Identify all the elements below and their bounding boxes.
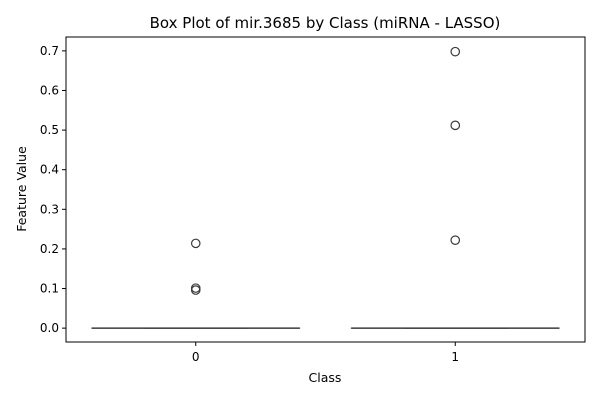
y-tick-label: 0.6 bbox=[40, 83, 59, 97]
box-group-class-0 bbox=[91, 238, 301, 329]
x-tick-label: 1 bbox=[451, 350, 459, 364]
y-tick-label: 0.5 bbox=[40, 123, 59, 137]
y-tick-label: 0.2 bbox=[40, 242, 59, 256]
y-tick-label: 0.4 bbox=[40, 163, 59, 177]
y-tick-label: 0.7 bbox=[40, 44, 59, 58]
y-axis-label: Feature Value bbox=[14, 146, 29, 232]
outlier-point bbox=[450, 120, 461, 131]
plot-area bbox=[65, 36, 586, 343]
x-tick-label: 0 bbox=[192, 350, 200, 364]
outlier-point bbox=[190, 283, 201, 293]
box-series bbox=[91, 46, 560, 329]
y-axis: 0.0 0.1 0.2 0.3 0.4 0.5 0.6 0.7 bbox=[40, 44, 66, 335]
chart-title: Box Plot of mir.3685 by Class (miRNA - L… bbox=[150, 14, 501, 32]
outlier-point bbox=[190, 238, 201, 249]
y-tick-label: 0.0 bbox=[40, 321, 59, 335]
outlier-point bbox=[450, 235, 461, 246]
y-tick-label: 0.3 bbox=[40, 202, 59, 216]
outlier-point bbox=[190, 285, 201, 295]
outlier-point bbox=[450, 46, 461, 57]
x-axis-label: Class bbox=[309, 370, 342, 385]
y-tick-label: 0.1 bbox=[40, 282, 59, 296]
box-group-class-1 bbox=[350, 46, 560, 329]
axes-frame bbox=[65, 36, 586, 343]
